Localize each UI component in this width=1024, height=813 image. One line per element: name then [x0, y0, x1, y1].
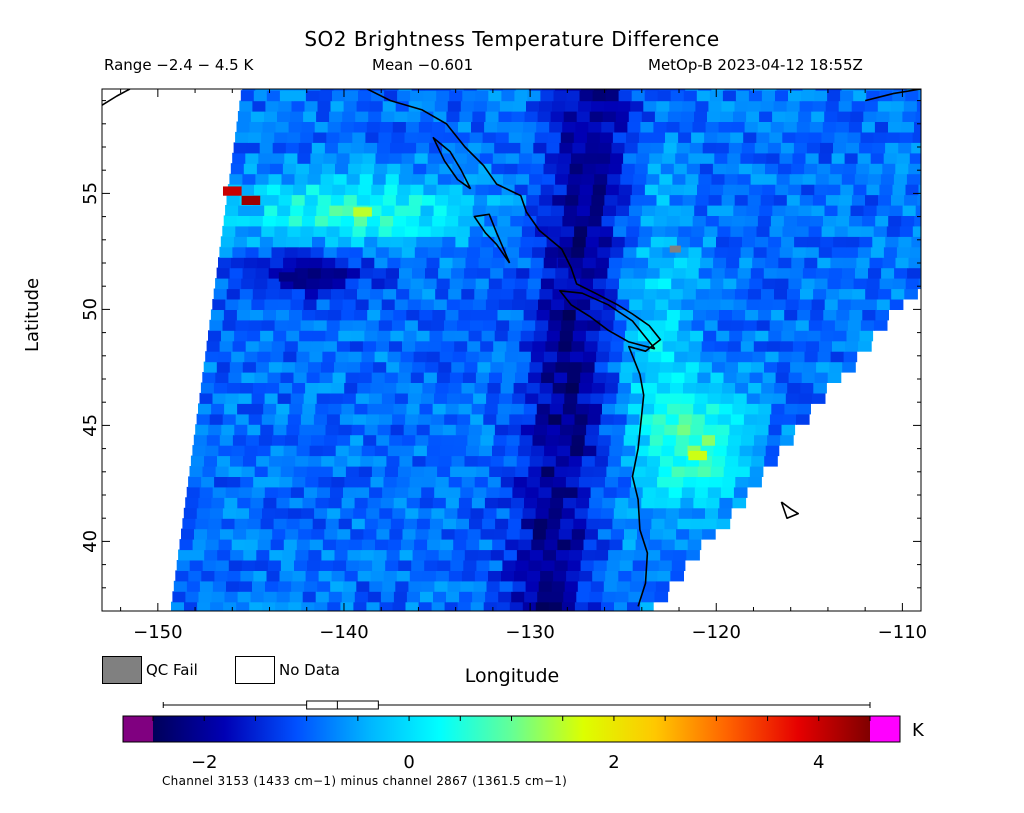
x-axis-label: Longitude	[464, 665, 560, 687]
plot-frame	[101, 88, 922, 612]
y-axis-ticks: 40 45 50 55	[80, 100, 921, 589]
x-tick-label: −120	[692, 622, 741, 643]
colorbar-tick-label: 0	[403, 752, 414, 773]
colorbar-unit: K	[912, 720, 924, 741]
qc-fail-pixel	[669, 245, 681, 253]
y-tick-label: 40	[80, 530, 101, 553]
qc-fail-swatch	[102, 656, 142, 684]
satellite-timestamp: MetOp-B 2023-04-12 18:55Z	[648, 56, 863, 74]
coastline-segment	[473, 213, 511, 264]
coastline	[102, 89, 921, 607]
x-tick-label: −150	[133, 622, 182, 643]
coastline-segment	[432, 136, 472, 190]
colorbar-tick-label: 2	[608, 752, 619, 773]
range-readout: Range −2.4 − 4.5 K	[104, 56, 254, 74]
coastline-segment	[780, 501, 799, 519]
mean-readout: Mean −0.601	[372, 56, 474, 74]
chart-title: SO2 Brightness Temperature Difference	[304, 27, 720, 51]
no-data-label: No Data	[279, 661, 340, 679]
y-axis-label: Latitude	[22, 277, 43, 352]
y-tick-label: 45	[80, 414, 101, 437]
y-tick-label: 50	[80, 298, 101, 321]
boxplot-box	[306, 700, 379, 710]
colorbar: −2 0 2 4	[122, 700, 901, 773]
x-tick-label: −110	[878, 622, 927, 643]
swath-feature	[558, 258, 577, 268]
coastline-segment	[559, 290, 656, 350]
x-tick-label: −130	[505, 622, 554, 643]
swath-feature	[222, 186, 242, 196]
colorbar-over	[870, 716, 900, 742]
footnote: Channel 3153 (1433 cm−1) minus channel 2…	[162, 774, 568, 788]
swath-feature	[353, 207, 372, 217]
swath-feature	[688, 450, 707, 461]
swath-heatmap	[171, 89, 921, 611]
coastline-segment	[865, 89, 921, 102]
swath-feature	[241, 195, 261, 205]
coastline-segment	[365, 89, 662, 607]
x-axis-ticks: −150 −140 −130 −120 −110	[120, 89, 927, 643]
colorbar-tick-label: 4	[813, 752, 824, 773]
no-data-swatch	[235, 656, 275, 684]
x-tick-label: −140	[319, 622, 368, 643]
y-tick-label: 55	[80, 182, 101, 205]
colorbar-tick-label: −2	[191, 752, 218, 773]
coastline-segment	[102, 89, 131, 106]
qc-fail-label: QC Fail	[146, 661, 198, 679]
swath-feature	[278, 272, 298, 282]
colorbar-under	[123, 716, 153, 742]
